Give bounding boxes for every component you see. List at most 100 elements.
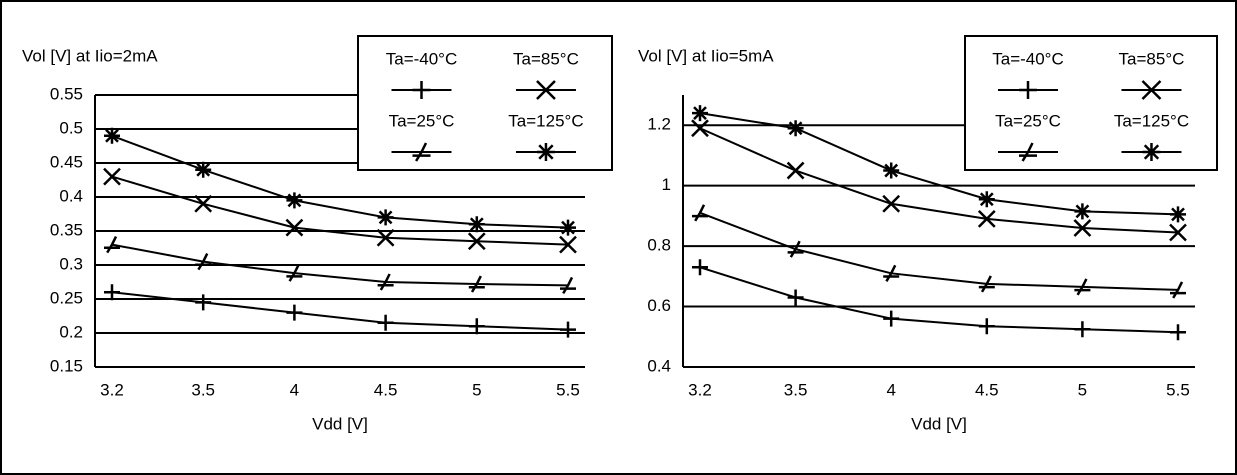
data-point (104, 284, 120, 301)
legend-label: Ta=25°C (995, 111, 1061, 130)
legend-marker (1141, 80, 1162, 100)
data-point (978, 275, 995, 293)
x-tick-label: 3.5 (191, 380, 215, 399)
series-line (699, 211, 1179, 291)
x-tick-label: 3.5 (784, 380, 808, 399)
series-line (699, 266, 1179, 334)
data-point (560, 276, 576, 295)
data-point (978, 318, 995, 335)
x-tick-label: 4 (290, 380, 299, 399)
y-tick-label: 0.55 (50, 84, 83, 103)
data-point (195, 161, 212, 178)
data-point (1169, 223, 1187, 242)
y-tick-label: 1 (662, 175, 671, 194)
legend-label: Ta=85°C (513, 49, 579, 68)
data-point (286, 192, 303, 209)
series-line (111, 175, 569, 246)
series-line (699, 127, 1179, 234)
data-point (1073, 219, 1092, 237)
data-point (286, 304, 303, 321)
y-tick-label: 1.2 (647, 115, 671, 134)
data-point (104, 127, 120, 144)
data-point (103, 167, 121, 186)
y-tick-label: 0.5 (59, 118, 83, 137)
data-point (468, 318, 485, 335)
data-point (692, 105, 708, 122)
data-point (467, 232, 486, 251)
y-tick-label: 0.45 (50, 152, 83, 171)
legend-marker (1142, 143, 1161, 161)
y-tick-label: 0.25 (50, 288, 83, 307)
y-tick-label: 0.3 (59, 254, 83, 273)
data-point (883, 264, 900, 282)
data-point (560, 219, 576, 236)
data-point (468, 216, 485, 233)
data-point (1074, 203, 1091, 220)
legend-label: Ta=-40°C (386, 49, 458, 68)
data-point (692, 204, 708, 222)
y-tick-label: 0.2 (59, 322, 83, 341)
chart-title: Vol [V] at Iio=5mA (638, 46, 774, 65)
data-point (377, 209, 394, 226)
x-tick-label: 4 (886, 380, 895, 399)
data-point (194, 194, 213, 213)
data-point (1074, 278, 1091, 296)
legend-marker (536, 80, 556, 100)
data-point (787, 120, 804, 137)
data-point (559, 235, 577, 254)
series-line (111, 291, 569, 331)
legend-marker (1019, 142, 1037, 162)
x-tick-label: 5.5 (556, 380, 580, 399)
data-point (560, 321, 576, 338)
data-point (786, 161, 805, 180)
data-point (882, 194, 901, 213)
data-point (691, 119, 709, 138)
y-tick-label: 0.8 (647, 236, 671, 255)
legend-label: Ta=-40°C (992, 49, 1064, 68)
legend-label: Ta=85°C (1119, 49, 1185, 68)
series-line (111, 243, 569, 287)
y-tick-label: 0.35 (50, 220, 83, 239)
legend-marker (536, 143, 555, 161)
data-point (285, 218, 304, 237)
data-point (692, 259, 708, 276)
data-point (195, 253, 212, 271)
y-tick-label: 0.15 (50, 356, 83, 375)
legend-box (964, 35, 1218, 171)
x-tick-label: 3.2 (688, 380, 712, 399)
data-point (377, 273, 394, 291)
series-line (111, 134, 569, 229)
data-point (468, 275, 485, 293)
x-tick-label: 5.5 (1166, 380, 1190, 399)
data-point (977, 210, 996, 228)
y-tick-label: 0.4 (647, 356, 671, 375)
x-tick-label: 5 (1078, 380, 1087, 399)
legend-label: Ta=125°C (1114, 111, 1189, 130)
x-tick-label: 4.5 (975, 380, 999, 399)
data-point (376, 228, 395, 247)
x-tick-label: 4.5 (374, 380, 398, 399)
legend-label: Ta=125°C (508, 111, 583, 130)
data-point (1074, 321, 1091, 338)
legend-box (357, 35, 613, 171)
x-axis-label: Vdd [V] (312, 414, 368, 433)
data-point (978, 191, 995, 208)
series-line (699, 112, 1179, 216)
legend-marker (412, 142, 431, 162)
data-point (1170, 281, 1186, 299)
data-point (1170, 206, 1186, 223)
data-point (883, 162, 900, 179)
data-point (787, 240, 804, 258)
x-tick-label: 5 (472, 380, 481, 399)
legend-marker (1019, 81, 1037, 99)
y-tick-label: 0.4 (59, 186, 83, 205)
data-point (787, 289, 804, 306)
x-axis-label: Vdd [V] (911, 414, 967, 433)
data-point (1170, 324, 1186, 341)
data-point (286, 264, 303, 282)
data-point (377, 314, 394, 331)
chart-title: Vol [V] at Iio=2mA (22, 46, 158, 65)
data-point (104, 236, 120, 254)
legend-marker (412, 81, 431, 99)
